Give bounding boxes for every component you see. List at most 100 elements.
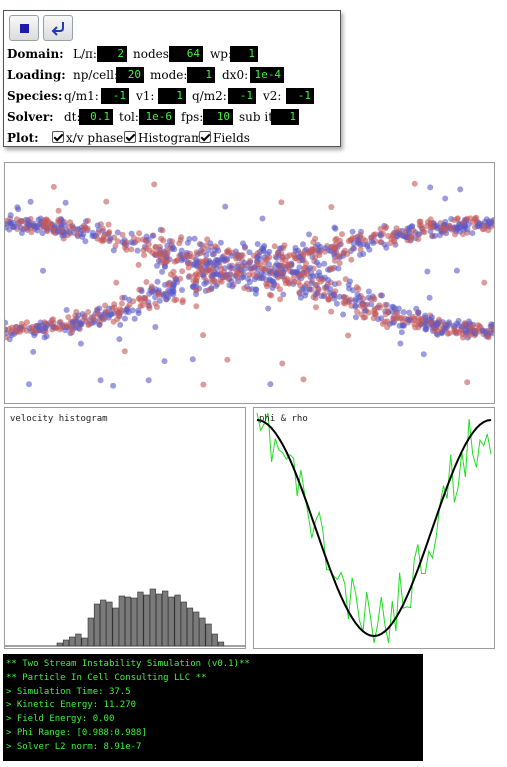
particle-point (297, 282, 304, 289)
particle-point (201, 280, 208, 287)
qm1-input[interactable]: -1 (101, 88, 129, 104)
fields-checkbox[interactable] (199, 131, 211, 143)
particle-point (304, 270, 311, 277)
fields-canvas (256, 412, 492, 644)
particle-point (326, 290, 333, 297)
histogram-bar (56, 642, 63, 647)
particle-point (281, 242, 288, 249)
particle-point (300, 376, 307, 383)
particle-point (255, 252, 262, 259)
npcell-input[interactable]: 20 (116, 67, 144, 83)
particle-point (185, 264, 192, 271)
particle-point (15, 206, 22, 213)
particle-point (323, 283, 330, 290)
particle-point (352, 314, 359, 321)
tol-input[interactable]: 1e-6 (139, 109, 175, 125)
particle-point (101, 315, 108, 322)
particle-point (246, 279, 253, 285)
particle-point (177, 251, 184, 258)
particle-point (228, 252, 235, 259)
lpi-input[interactable]: 2 (97, 46, 127, 62)
particle-point (186, 236, 193, 242)
particle-point (409, 223, 416, 230)
particle-point (316, 272, 323, 279)
particle-point (357, 232, 364, 238)
particle-point (448, 226, 455, 233)
fields-plot: phi & rho (253, 407, 495, 649)
dx0-input[interactable]: 1e-4 (250, 67, 284, 83)
v1-input[interactable]: 1 (158, 88, 186, 104)
particle-point (161, 358, 168, 365)
particle-point (366, 246, 373, 253)
particle-point (35, 216, 42, 223)
particle-point (190, 254, 197, 261)
reset-button[interactable] (43, 15, 73, 41)
fps-input[interactable]: 10 (203, 109, 233, 125)
v2-input[interactable]: -1 (286, 88, 314, 104)
particle-point (118, 307, 125, 314)
particle-point (427, 319, 434, 326)
particle-point (383, 244, 390, 251)
particle-point (189, 356, 196, 363)
particle-point (279, 360, 286, 367)
subit-input[interactable]: 1 (271, 109, 299, 125)
dx0-label: dx0: (222, 68, 249, 82)
particle-point (103, 198, 110, 205)
particle-point (342, 247, 348, 254)
particle-point (63, 307, 70, 313)
particle-point (62, 322, 69, 329)
particle-point (221, 273, 228, 280)
particle-point (446, 319, 452, 326)
particle-point (203, 242, 210, 249)
wp-input[interactable]: 1 (230, 46, 258, 62)
particle-point (105, 221, 112, 228)
particle-point (375, 316, 382, 323)
histogram-checkbox[interactable] (124, 131, 136, 143)
particle-point (473, 328, 479, 334)
particle-point (128, 246, 135, 253)
particle-point (469, 323, 476, 330)
particle-point (131, 315, 138, 322)
particle-point (357, 246, 364, 253)
mode-input[interactable]: 1 (187, 67, 215, 83)
particle-point (136, 294, 143, 301)
particle-point (306, 231, 312, 238)
particle-point (298, 272, 305, 279)
particle-point (111, 301, 118, 308)
particle-point (135, 310, 142, 317)
particle-point (317, 278, 324, 285)
particle-point (114, 229, 121, 236)
histogram-bar (193, 611, 200, 647)
particle-point (239, 252, 246, 259)
lpi-label: L/π: (73, 47, 97, 61)
particle-point (44, 227, 50, 234)
fps-label: fps: (181, 110, 204, 124)
stop-button[interactable] (9, 15, 39, 41)
particle-point (280, 291, 287, 298)
particle-point (143, 245, 150, 252)
histogram-checkbox-label: Histogram (138, 131, 203, 145)
qm2-input[interactable]: -1 (228, 88, 256, 104)
particle-point (377, 225, 384, 232)
particle-point (157, 253, 164, 260)
particle-point (303, 280, 310, 287)
particle-point (151, 181, 158, 188)
particle-point (204, 267, 211, 274)
particle-point (146, 305, 153, 312)
histogram-bar (106, 601, 113, 647)
particle-point (247, 265, 254, 272)
nodes-input[interactable]: 64 (169, 46, 203, 62)
plot-row: Plot: x/v phase Histogram Fields (7, 130, 337, 147)
particle-point (13, 329, 20, 336)
particle-point (224, 356, 231, 363)
dt-input[interactable]: 0.1 (79, 109, 113, 125)
particle-point (357, 241, 364, 248)
particle-point (145, 377, 152, 384)
particle-point (130, 239, 137, 246)
particle-point (419, 226, 426, 233)
particle-point (451, 326, 458, 333)
phase-checkbox[interactable] (52, 131, 64, 143)
particle-point (487, 323, 494, 330)
particle-point (7, 220, 14, 227)
particle-point (141, 252, 148, 259)
